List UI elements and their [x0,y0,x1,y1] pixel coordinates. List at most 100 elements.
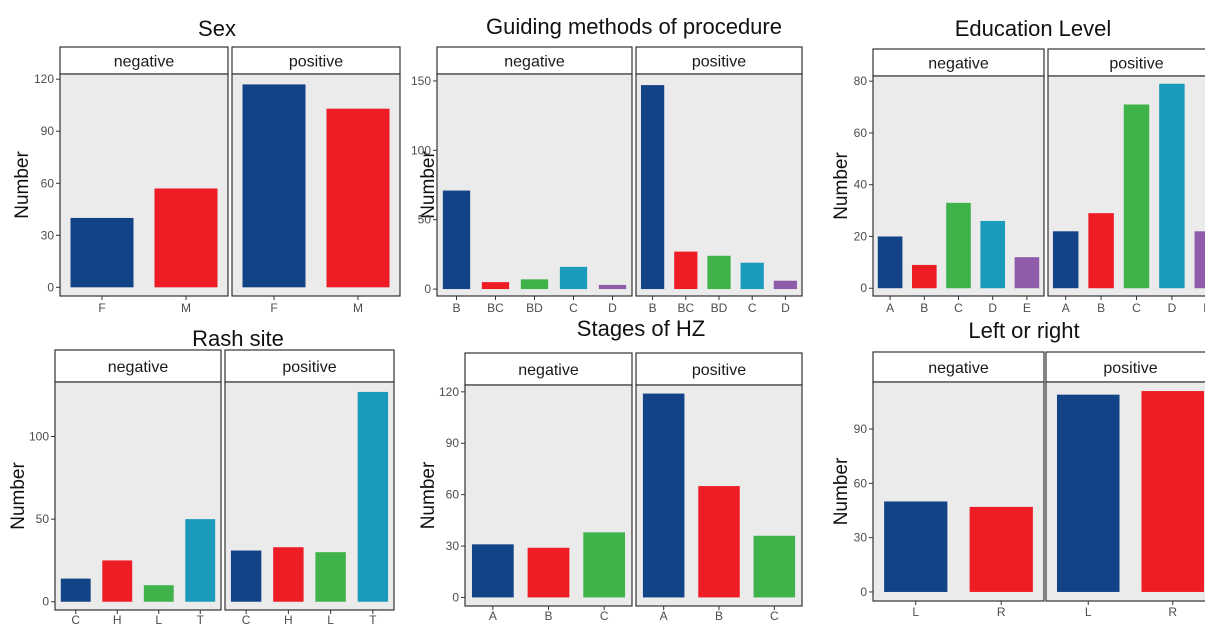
facet-strip [1047,48,1205,77]
facet-panel-positive: positive A B C [635,352,803,623]
facet-strip [872,48,1045,77]
facet-strip-label: positive [282,359,336,376]
bar-positive-b [698,486,740,598]
facet-strip-label: positive [1109,56,1163,73]
x-tick-label: B [544,609,552,623]
bar-negative-c [583,532,626,598]
x-tick-label: BD [711,301,728,315]
y-tick-label: 100 [29,430,49,444]
bar-negative-h [102,560,133,602]
facet-panel-negative: negative B BC BD C D [436,46,633,315]
facet-panel-negative: negative L R [872,351,1045,619]
bar-negative-b [527,547,570,598]
x-tick-label: T [197,613,205,626]
y-tick-label: 50 [36,512,50,526]
x-tick-label: B [649,301,657,315]
chart-title: Rash site [192,326,284,351]
bar-negative-f [70,217,134,288]
bar-positive-b [1088,213,1114,289]
bar-positive-c [1123,104,1150,289]
x-tick-label: M [353,301,363,315]
bar-positive-m [326,108,390,288]
bar-negative-d [598,284,627,290]
x-tick-label: B [1097,301,1105,315]
facet-strip [436,46,633,75]
bar-positive-c [740,262,764,290]
x-tick-label: D [608,301,617,315]
x-tick-label: A [886,301,894,315]
x-tick-label: C [242,613,251,626]
x-tick-label: L [912,605,919,619]
x-tick-label: R [997,605,1006,619]
x-tick-label: H [113,613,122,626]
x-tick-label: E [1203,301,1205,315]
bar-positive-l [1056,394,1120,592]
y-axis-label: Number [418,461,439,529]
bar-positive-b [640,85,665,290]
chart-education-level: Education Level Number 0 20 40 60 80 negative A B… [831,16,1205,315]
y-tick-label: 0 [47,280,54,294]
x-tick-label: E [1023,301,1031,315]
y-tick-label: 30 [446,539,460,553]
chart-guiding-methods-of-procedure: Guiding methods of procedure Number 0 50 100… [411,14,803,315]
facet-panel-positive: positive L R [1045,351,1205,619]
y-tick-label: 120 [34,72,54,86]
bar-positive-a [1052,231,1079,289]
x-tick-label: BD [526,301,543,315]
x-tick-label: A [660,609,668,623]
facet-strip-label: positive [692,54,746,71]
x-tick-label: L [155,613,162,626]
x-tick-label: B [920,301,928,315]
y-axis-label: Number [831,457,852,525]
x-tick-label: F [270,301,277,315]
bar-positive-bc [674,251,698,290]
bar-positive-d [1159,83,1185,289]
y-axis-label: Number [8,462,29,530]
bar-negative-m [154,188,218,288]
facet-strip-label: negative [518,362,579,379]
bar-positive-f [242,84,306,288]
x-tick-label: D [1168,301,1177,315]
bar-negative-d [980,220,1006,289]
chart-stages-of-hz: Stages of HZ Number 0 30 60 90 120 negative A B Cp… [418,316,803,623]
bar-positive-r [1141,391,1205,592]
bar-negative-c [946,202,971,289]
facet-strip [54,349,222,383]
y-tick-label: 30 [854,531,868,545]
x-tick-label: A [1062,301,1070,315]
facet-panel-positive: positive A B C D E [1047,48,1205,315]
facet-strip-label: negative [108,359,169,376]
y-tick-label: 0 [860,585,867,599]
y-tick-label: 80 [854,74,868,88]
bar-negative-c [60,578,91,602]
x-tick-label: B [715,609,723,623]
y-axis-label: Number [831,152,852,220]
x-tick-label: F [98,301,105,315]
chart-title: Education Level [955,16,1112,41]
bar-negative-c [559,266,588,290]
y-tick-label: 50 [418,213,432,227]
facet-strip [59,46,229,75]
x-tick-label: C [1132,301,1141,315]
x-tick-label: C [954,301,963,315]
x-tick-label: L [1085,605,1092,619]
y-axis-label: Number [418,151,439,219]
y-tick-label: 60 [446,488,460,502]
chart-rash-site: Rash site Number 0 50 100 negative C H L Tpositiv… [8,326,395,626]
bar-negative-l [884,501,948,592]
y-tick-label: 0 [860,281,867,295]
facet-strip-label: positive [692,362,746,379]
facet-panel-positive: positive F M [231,46,401,315]
facet-strip-label: negative [504,54,565,71]
chart-left-or-right: Left or right Number 0 30 60 90 negative L Rposi… [831,318,1205,619]
bar-positive-d [773,280,798,290]
facet-strip [231,46,401,75]
bar-negative-bd [520,279,549,290]
facet-strip-label: negative [114,54,175,71]
bar-negative-a [471,544,514,598]
facet-strip [635,46,803,75]
bar-negative-bc [481,282,510,290]
x-tick-label: A [489,609,497,623]
y-tick-label: 100 [411,143,431,157]
